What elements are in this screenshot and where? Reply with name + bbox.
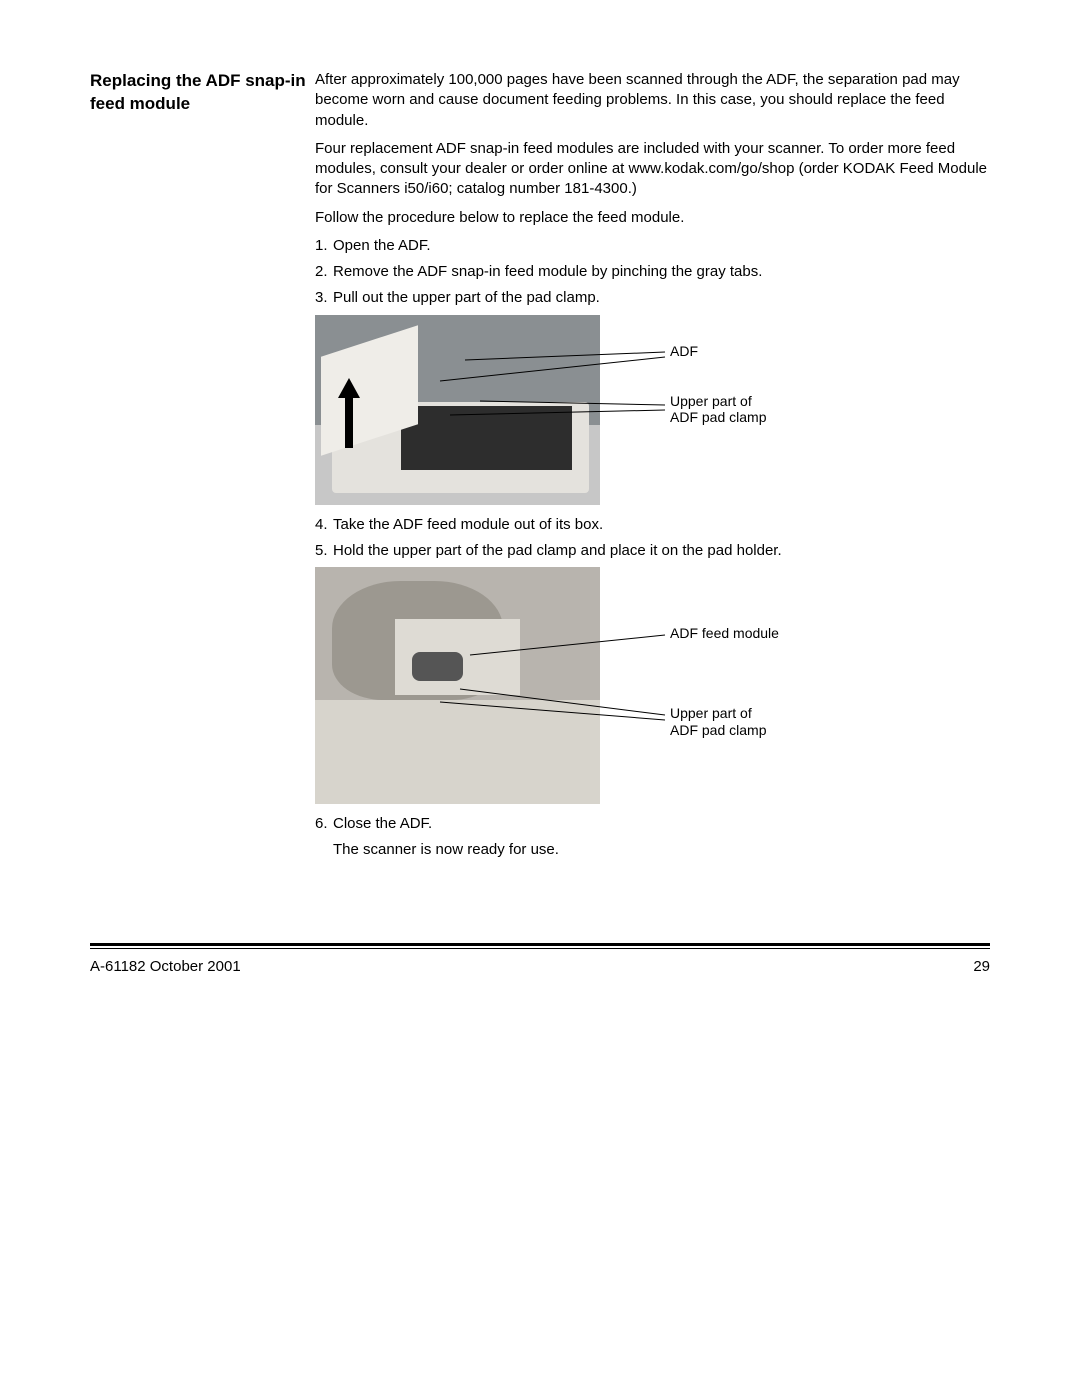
step-text: Close the ADF. — [333, 814, 990, 834]
intro-paragraph-3: Follow the procedure below to replace th… — [315, 208, 990, 228]
step-text: Hold the upper part of the pad clamp and… — [333, 541, 990, 561]
step-text: Remove the ADF snap-in feed module by pi… — [333, 262, 990, 282]
content-row: Replacing the ADF snap-in feed module Af… — [90, 70, 990, 869]
footer-doc-id: A-61182 October 2001 — [90, 958, 241, 975]
section-heading: Replacing the ADF snap-in feed module — [90, 70, 315, 116]
ready-note: The scanner is now ready for use. — [333, 840, 990, 860]
step-1: 1. Open the ADF. — [315, 236, 990, 256]
figure-1-callouts: ADF Upper part of ADF pad clamp — [600, 315, 990, 505]
step-5: 5. Hold the upper part of the pad clamp … — [315, 541, 990, 561]
step-text: Take the ADF feed module out of its box. — [333, 515, 990, 535]
callout-label-pad-clamp: Upper part of ADF pad clamp — [670, 393, 766, 427]
step-3: 3. Pull out the upper part of the pad cl… — [315, 288, 990, 308]
footer-page-number: 29 — [973, 958, 990, 975]
figure-2-callouts: ADF feed module Upper part of ADF pad cl… — [600, 567, 990, 804]
up-arrow-icon — [338, 378, 360, 448]
intro-paragraph-1: After approximately 100,000 pages have b… — [315, 70, 990, 131]
procedure-list: 1. Open the ADF. 2. Remove the ADF snap-… — [315, 236, 990, 309]
step-number: 5. — [315, 541, 333, 561]
callout-leader-lines — [400, 567, 800, 804]
step-2: 2. Remove the ADF snap-in feed module by… — [315, 262, 990, 282]
step-text: Pull out the upper part of the pad clamp… — [333, 288, 990, 308]
step-4: 4. Take the ADF feed module out of its b… — [315, 515, 990, 535]
left-column: Replacing the ADF snap-in feed module — [90, 70, 315, 116]
callout-label-pad-clamp: Upper part of ADF pad clamp — [670, 705, 766, 739]
step-number: 6. — [315, 814, 333, 834]
footer-rule — [90, 943, 990, 949]
callout-label-feed-module: ADF feed module — [670, 625, 779, 642]
step-6: 6. Close the ADF. — [315, 814, 990, 834]
figure-1: ADF Upper part of ADF pad clamp — [315, 315, 990, 505]
callout-label-adf: ADF — [670, 343, 698, 360]
figure-2: ADF feed module Upper part of ADF pad cl… — [315, 567, 990, 804]
right-column: After approximately 100,000 pages have b… — [315, 70, 990, 869]
step-text: Open the ADF. — [333, 236, 990, 256]
page: Replacing the ADF snap-in feed module Af… — [0, 0, 1080, 919]
procedure-list-end: 6. Close the ADF. — [315, 814, 990, 834]
page-footer: A-61182 October 2001 29 — [90, 958, 990, 975]
step-number: 2. — [315, 262, 333, 282]
step-number: 1. — [315, 236, 333, 256]
step-number: 4. — [315, 515, 333, 535]
step-number: 3. — [315, 288, 333, 308]
intro-paragraph-2: Four replacement ADF snap-in feed module… — [315, 139, 990, 200]
procedure-list-continued: 4. Take the ADF feed module out of its b… — [315, 515, 990, 562]
